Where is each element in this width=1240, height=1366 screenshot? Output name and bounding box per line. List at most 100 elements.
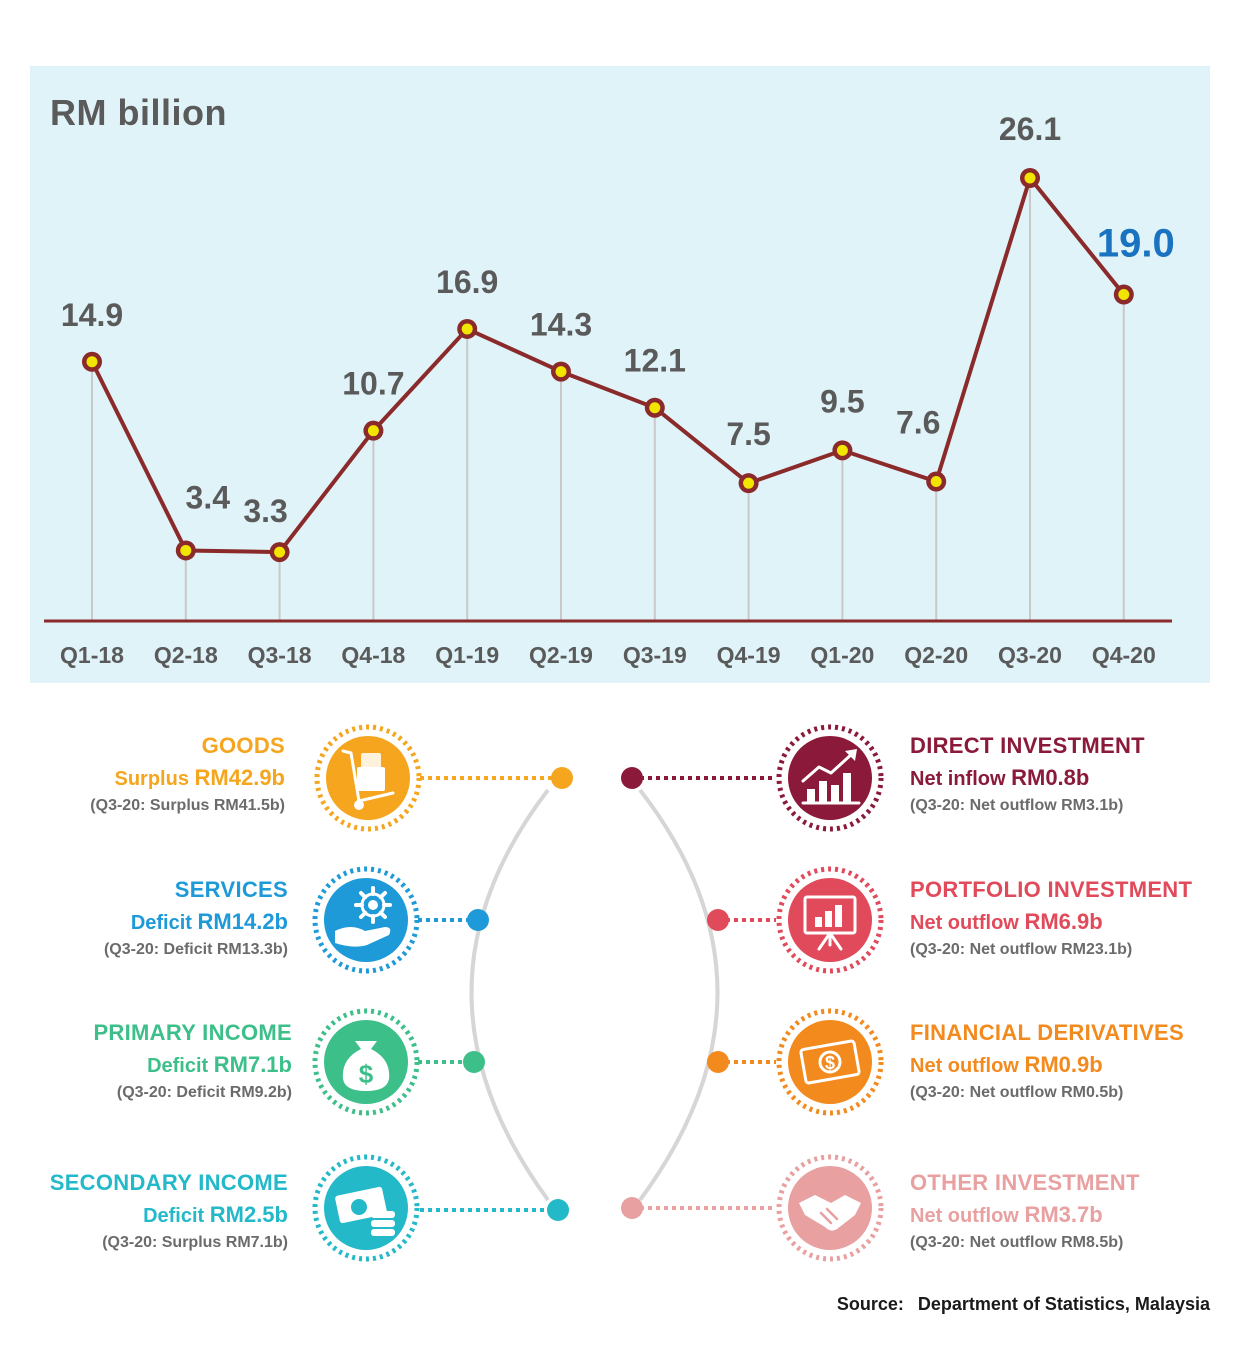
connector-dot — [707, 1051, 729, 1073]
board-stand — [817, 931, 843, 951]
icon-disc — [788, 736, 872, 820]
source-text: Department of Statistics, Malaysia — [917, 1294, 1210, 1314]
chart-bar — [843, 773, 851, 803]
goods-title: GOODS — [201, 733, 285, 758]
right-arc — [638, 788, 720, 1202]
primary-income-previous: (Q3-20: Deficit RM9.2b) — [116, 1084, 292, 1101]
icon-disc — [324, 878, 408, 962]
data-point-center — [367, 425, 379, 437]
secondary-income-previous: (Q3-20: Surplus RM7.1b) — [102, 1234, 288, 1251]
chart-bar — [807, 789, 815, 803]
hand-truck-icon-graphic — [314, 724, 422, 832]
growth-chart-icon — [775, 723, 885, 833]
hand-gear-icon — [311, 865, 421, 975]
dollar-sign: $ — [825, 1053, 835, 1073]
x-tick-label: Q2-20 — [904, 642, 968, 668]
portfolio-investment-title: PORTFOLIO INVESTMENT — [910, 877, 1193, 902]
portfolio-investment-previous: (Q3-20: Net outflow RM23.1b) — [910, 941, 1133, 958]
cash-coins-icon-graphic — [312, 1154, 420, 1262]
connector-dot — [467, 909, 489, 931]
x-tick-label: Q2-19 — [529, 642, 593, 668]
data-label: 14.3 — [530, 307, 592, 343]
note-circle — [818, 1050, 842, 1074]
data-point-center — [274, 546, 286, 558]
direct-investment-title: DIRECT INVESTMENT — [910, 733, 1145, 758]
data-label: 7.5 — [726, 416, 770, 452]
connector-dot — [547, 1199, 569, 1221]
dotted-ring — [314, 724, 422, 832]
portfolio-investment-item: PORTFOLIO INVESTMENT Net outflow RM6.9b … — [910, 877, 1192, 959]
chart-bar — [819, 781, 827, 803]
line-chart: 14.9 3.4 3.3 10.7 16.9 14.3 12.1 7.5 9.5 7.6 26.1 1… — [44, 111, 1175, 668]
dotted-ring — [776, 1154, 884, 1262]
goods-previous: (Q3-20: Surplus RM41.5b) — [90, 797, 285, 814]
services-value: Deficit RM14.2b — [130, 909, 288, 934]
chart-bar — [831, 785, 839, 803]
x-tick-label: Q4-20 — [1092, 642, 1156, 668]
financial-derivatives-previous: (Q3-20: Net outflow RM0.5b) — [910, 1084, 1124, 1101]
x-tick-label: Q1-20 — [810, 642, 874, 668]
dotted-ring — [312, 1154, 420, 1262]
note-center — [351, 1199, 367, 1215]
banknote-icon: $ — [775, 1007, 885, 1117]
financial-derivatives-title: FINANCIAL DERIVATIVES — [910, 1020, 1184, 1045]
data-point-center — [180, 544, 192, 556]
data-point-center — [930, 476, 942, 488]
bag — [342, 1041, 390, 1091]
coin — [371, 1229, 395, 1236]
connector-dot — [621, 1197, 643, 1219]
coin — [371, 1211, 395, 1218]
x-tick-label: Q3-18 — [248, 642, 312, 668]
box — [357, 767, 385, 791]
truck-frame — [341, 749, 361, 803]
trend-line — [801, 751, 855, 783]
data-point-center — [743, 477, 755, 489]
x-tick-label: Q1-19 — [435, 642, 499, 668]
secondary-income-title: SECONDARY INCOME — [49, 1170, 288, 1195]
goods-item: GOODS Surplus RM42.9b (Q3-20: Surplus RM… — [90, 733, 285, 815]
services-previous: (Q3-20: Deficit RM13.3b) — [103, 941, 288, 958]
data-label: 26.1 — [999, 111, 1061, 147]
coin — [371, 1220, 395, 1227]
data-point-center — [1024, 172, 1036, 184]
connector-dot — [463, 1051, 485, 1073]
hand-gear-icon-graphic — [312, 866, 420, 974]
money-bag-icon: $ — [311, 1007, 421, 1117]
data-label: 16.9 — [436, 264, 498, 300]
financial-derivatives-item: FINANCIAL DERIVATIVES Net outflow RM0.9b… — [910, 1020, 1184, 1102]
data-label: 3.3 — [243, 493, 287, 529]
gear-tooth — [358, 890, 368, 900]
connector-dot — [621, 767, 643, 789]
dotted-ring — [312, 866, 420, 974]
connector-dot — [707, 909, 729, 931]
financial-derivatives-value: Net outflow RM0.9b — [910, 1052, 1103, 1077]
banknote — [799, 1039, 861, 1085]
gear-tooth — [378, 910, 388, 920]
connector-dot — [551, 767, 573, 789]
cash-coins-icon — [311, 1153, 421, 1263]
banknote-icon-graphic: $ — [776, 1008, 884, 1116]
board-bar — [825, 911, 832, 927]
data-label: 10.7 — [342, 366, 404, 402]
data-label: 14.9 — [61, 297, 123, 333]
dotted-ring — [312, 1008, 420, 1116]
secondary-income-value: Deficit RM2.5b — [143, 1202, 288, 1227]
board-bar — [835, 905, 842, 927]
chart-panel: RM billion 14.9 3.4 3.3 10.7 16.9 14.3 12.1 7.5… — [30, 66, 1210, 683]
gear-tooth — [358, 910, 368, 920]
data-point-center — [836, 444, 848, 456]
handshake-icon-graphic — [776, 1154, 884, 1262]
x-tick-label: Q3-20 — [998, 642, 1062, 668]
left-arc — [469, 788, 550, 1202]
services-title: SERVICES — [174, 877, 288, 902]
primary-income-value: Deficit RM7.1b — [147, 1052, 292, 1077]
wheel — [354, 800, 364, 810]
x-tick-label: Q4-18 — [341, 642, 405, 668]
data-point-center — [86, 356, 98, 368]
hand — [335, 927, 391, 947]
direct-investment-previous: (Q3-20: Net outflow RM3.1b) — [910, 797, 1124, 814]
source-note: Source: Department of Statistics, Malaysi… — [837, 1294, 1210, 1315]
handshake-icon — [775, 1153, 885, 1263]
data-label: 19.0 — [1097, 221, 1175, 265]
